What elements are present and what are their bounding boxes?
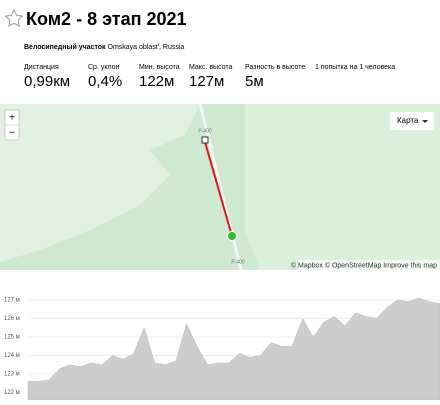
zoom-out-button[interactable]: −: [9, 128, 15, 139]
elevation-area: [27, 297, 440, 401]
stat-value: 0,4%: [88, 73, 122, 90]
stat-value: 0,99км: [24, 73, 70, 90]
y-tick-label: 126 м: [4, 316, 20, 322]
stat-value: 5м: [245, 73, 264, 90]
dropdown-caret: [422, 120, 428, 123]
y-tick-label: 125 м: [4, 335, 20, 341]
segment-type: Велосипедный участок: [24, 43, 106, 51]
layer-button-box[interactable]: [390, 112, 434, 130]
layer-button[interactable]: Карта: [397, 116, 419, 125]
road-label: Р-400: [198, 128, 212, 134]
stat-label: 1 попытка на 1 человека: [315, 64, 395, 71]
map-area: [0, 104, 200, 262]
segment-subtitle: Велосипедный участок Omskaya oblast', Ru…: [24, 43, 184, 51]
stat-value: 122м: [139, 73, 174, 90]
stat-label: Ср. уклон: [88, 64, 120, 71]
star-icon[interactable]: [4, 8, 24, 27]
stat-label: Мин. высота: [139, 64, 180, 71]
road-label: Р-400: [231, 259, 245, 265]
attribution-box: [298, 260, 440, 270]
stat-label: Дистанция: [24, 64, 59, 71]
route: [204, 141, 233, 237]
stat-label: Разность в высоте: [245, 64, 305, 71]
map-area: [245, 104, 440, 270]
elevation-chart: 127 м 126 м 125 м 124 м 123 м 122 м: [4, 297, 440, 401]
segment-title: Ком2 - 8 этап 2021: [26, 9, 187, 29]
stats: Дистанция 0,99км Ср. уклон 0,4% Мин. высота 1…: [24, 64, 395, 90]
segment-location: Omskaya oblast', Russia: [108, 44, 185, 51]
map-attribution[interactable]: © Mapbox © OpenStreetMap Improve this ma…: [291, 261, 437, 269]
map: Р-400 Р-400 + − Карта © Mapbox © OpenStr…: [0, 103, 440, 271]
finish-flag: [201, 136, 209, 144]
y-tick-label: 124 м: [4, 353, 20, 359]
stat-value: 127м: [189, 73, 224, 90]
y-tick-label: 122 м: [4, 390, 20, 396]
start-marker: [227, 231, 237, 241]
y-tick-label: 123 м: [4, 372, 20, 378]
road: [198, 103, 243, 271]
y-tick-label: 127 м: [4, 297, 20, 303]
stat-label: Макс. высота: [189, 64, 233, 71]
zoom-in-button[interactable]: +: [9, 113, 15, 124]
